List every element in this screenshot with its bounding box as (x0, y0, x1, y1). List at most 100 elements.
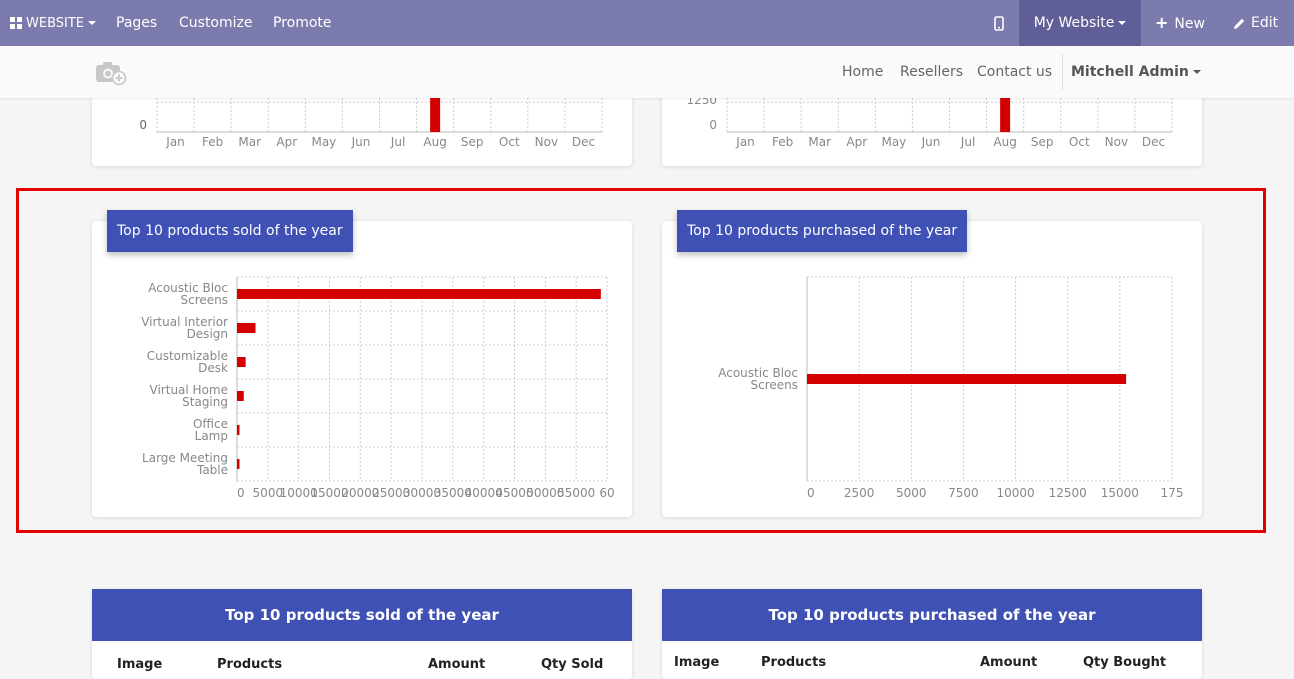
month-tick-label: Jul (390, 135, 405, 149)
website-menu-label: WEBSITE (26, 16, 84, 31)
sold-bar-chart: 0 500010000150002000025000300003500040000… (141, 276, 615, 500)
month-tick-label: Mar (808, 135, 831, 149)
x-tick-label: 7500 (948, 486, 979, 500)
user-menu[interactable]: Mitchell Admin (1071, 46, 1201, 98)
nav-resellers[interactable]: Resellers (900, 64, 964, 80)
month-bar (430, 90, 441, 132)
product-bar (237, 425, 240, 435)
x-tick-label: 20000 (341, 486, 379, 500)
category-label: Customizable (147, 349, 228, 363)
month-tick-label: Sep (461, 135, 484, 149)
mobile-phone-icon (994, 15, 1004, 31)
x-tick-label: 30000 (403, 486, 441, 500)
website-menu[interactable]: WEBSITE (10, 0, 96, 46)
purchased-chart-title: Top 10 products purchased of the year (677, 210, 968, 252)
purchased-col-image: Image (674, 655, 720, 670)
site-navbar: Home Resellers Contact us Mitchell Admin (0, 46, 1294, 98)
monthly-chart-left: Jan Feb Mar Apr May Jun Jul Aug Sep Oct Nov Dec 0 (92, 90, 632, 166)
month-tick-label: Jul (960, 135, 975, 149)
x-tick-label: 5000 (253, 486, 284, 500)
my-website-dropdown[interactable]: My Website (1019, 0, 1141, 46)
sold-col-products: Products (217, 657, 283, 672)
new-button[interactable]: + New (1155, 0, 1205, 46)
month-tick-label: Feb (202, 135, 223, 149)
sold-col-qty: Qty Sold (541, 657, 604, 672)
x-tick-label: 40000 (465, 486, 503, 500)
sold-table-title: Top 10 products sold of the year (92, 589, 632, 641)
x-tick-label: 15000 (310, 486, 348, 500)
category-label: Virtual Interior (141, 315, 228, 329)
purchased-col-products: Products (761, 655, 827, 670)
customize-menu[interactable]: Customize (179, 15, 253, 31)
x-tick-label: 175 (1161, 486, 1184, 500)
apps-grid-icon (10, 17, 22, 29)
category-label: Table (196, 463, 228, 477)
month-tick-label: Feb (772, 135, 793, 149)
plus-icon: + (1155, 13, 1169, 32)
sold-col-image: Image (117, 657, 163, 672)
x-tick-label: 15000 (1101, 486, 1139, 500)
promote-menu[interactable]: Promote (273, 15, 332, 31)
camera-logo-icon[interactable] (95, 60, 127, 86)
product-bar (237, 323, 256, 333)
x-tick-label: 45000 (495, 486, 533, 500)
month-tick-label: Aug (993, 135, 1016, 149)
pages-menu[interactable]: Pages (116, 15, 158, 31)
month-tick-label: Nov (1105, 135, 1128, 149)
month-tick-label: Apr (276, 135, 297, 149)
month-tick-label: May (881, 135, 906, 149)
category-label: Large Meeting (142, 451, 228, 465)
month-tick-label: Jun (921, 135, 941, 149)
purchased-table-title: Top 10 products purchased of the year (662, 589, 1202, 641)
category-label: Staging (182, 395, 228, 409)
month-tick-label: Aug (423, 135, 446, 149)
x-tick-label: 35000 (434, 486, 472, 500)
x-tick-label: 5000 (896, 486, 927, 500)
nav-contact-us[interactable]: Contact us (977, 64, 1053, 80)
nav-divider (1062, 54, 1063, 90)
month-tick-label: Nov (535, 135, 558, 149)
edit-label: Edit (1251, 15, 1279, 31)
nav-home[interactable]: Home (842, 64, 884, 80)
month-tick-label: Jan (165, 135, 185, 149)
product-bar (237, 459, 240, 469)
x-tick-label: 2500 (844, 486, 875, 500)
month-tick-label: Oct (499, 135, 520, 149)
category-label: Screens (750, 378, 798, 392)
x-tick-label: 12500 (1049, 486, 1087, 500)
category-label: Screens (180, 293, 228, 307)
purchased-col-qty: Qty Bought (1083, 655, 1167, 670)
category-label: Office (193, 417, 228, 431)
edit-button[interactable]: Edit (1233, 0, 1278, 46)
y-tick-label: 0 (709, 118, 717, 132)
x-tick-label: 0 (807, 486, 815, 500)
month-tick-label: Dec (572, 135, 595, 149)
highlight-box (16, 188, 1266, 533)
sold-table-card: Top 10 products sold of the year Image P… (92, 589, 632, 679)
monthly-chart-right: Jan Feb Mar Apr May Jun Jul Aug Sep Oct Nov Dec 1250… (662, 90, 1202, 166)
x-tick-label: 0 (237, 486, 245, 500)
month-tick-label: Jun (351, 135, 371, 149)
y-tick-label: 0 (139, 118, 147, 132)
category-label: Acoustic Bloc (148, 281, 228, 295)
x-tick-label: 60 (599, 486, 614, 500)
month-tick-label: Mar (238, 135, 261, 149)
category-label: Desk (198, 361, 228, 375)
month-tick-label: May (311, 135, 336, 149)
category-label: Design (187, 327, 228, 341)
month-tick-label: Oct (1069, 135, 1090, 149)
month-bar (1000, 90, 1011, 132)
user-name: Mitchell Admin (1071, 64, 1189, 80)
sold-chart-title: Top 10 products sold of the year (107, 210, 353, 252)
purchased-table-card: Top 10 products purchased of the year Im… (662, 589, 1202, 679)
month-tick-label: Jan (735, 135, 755, 149)
purchased-chart-card: 0 2500 5000 7500 10000 12500 15000 175 Acoustic … (662, 221, 1202, 517)
product-bar (237, 391, 244, 401)
product-bar (237, 357, 246, 367)
mobile-preview-button[interactable] (980, 0, 1018, 46)
x-tick-label: 25000 (372, 486, 410, 500)
x-tick-label: 10000 (996, 486, 1034, 500)
new-label: New (1174, 16, 1205, 32)
month-tick-label: Dec (1142, 135, 1165, 149)
chevron-down-icon (1192, 70, 1201, 74)
